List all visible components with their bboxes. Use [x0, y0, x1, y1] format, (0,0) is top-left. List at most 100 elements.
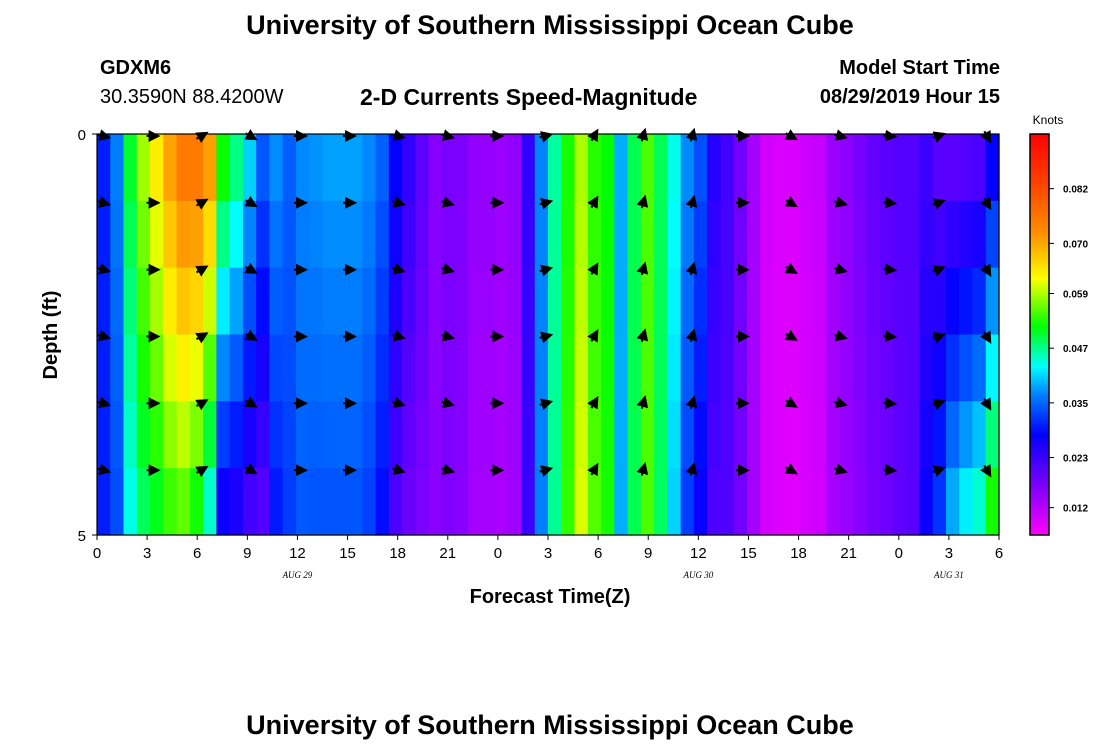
heatmap-cell: [256, 334, 271, 402]
heatmap-cell: [945, 334, 960, 402]
heatmap-cell: [136, 200, 151, 269]
heatmap-cell: [508, 134, 523, 202]
current-arrow: [195, 265, 209, 277]
heatmap-cell: [826, 267, 841, 336]
heatmap-cell: [534, 334, 549, 402]
heatmap-cell: [322, 468, 337, 536]
heatmap-cell: [548, 134, 562, 202]
heatmap-cell: [388, 200, 403, 269]
heatmap-cell: [335, 401, 350, 469]
heatmap-cell: [163, 267, 178, 336]
heatmap-cell: [746, 334, 761, 402]
heatmap-cell: [388, 401, 403, 469]
heatmap-cell: [601, 334, 615, 402]
current-arrow: [636, 127, 649, 142]
heatmap-cell: [521, 134, 536, 202]
heatmap-cell: [216, 200, 231, 269]
heatmap-cell: [919, 200, 934, 269]
heatmap-cell: [110, 134, 125, 202]
heatmap-cell: [839, 200, 854, 269]
heatmap-cell: [349, 200, 363, 269]
heatmap-cell: [627, 134, 642, 202]
heatmap-cell: [574, 267, 589, 336]
current-arrow: [685, 328, 698, 343]
heatmap-cell: [415, 134, 430, 202]
heatmap-cell: [733, 401, 748, 469]
heatmap-cell: [163, 334, 178, 402]
current-arrow: [685, 395, 698, 409]
heatmap-cell: [189, 200, 204, 269]
heatmap-cell: [972, 334, 987, 402]
heatmap-cell: [773, 401, 788, 469]
heatmap-cell: [919, 334, 934, 402]
heatmap-cell: [481, 468, 496, 536]
heatmap-cell: [521, 267, 536, 336]
heatmap-cell: [627, 267, 642, 336]
heatmap-cell: [402, 200, 416, 269]
heatmap-cell: [561, 267, 576, 336]
heatmap-cell: [494, 267, 509, 336]
heatmap-cell: [985, 334, 1000, 402]
current-arrow: [392, 396, 406, 409]
heatmap-cell: [906, 134, 921, 202]
heatmap-cell: [561, 468, 576, 536]
current-arrow: [834, 329, 848, 342]
heatmap-cell: [229, 334, 244, 402]
heatmap-cell: [494, 468, 509, 536]
heatmap-cell: [746, 200, 761, 269]
heatmap-cell: [693, 267, 708, 336]
current-arrow: [441, 329, 456, 342]
heatmap-cell: [256, 468, 271, 536]
heatmap-cell: [441, 200, 456, 269]
colorbar: [1029, 133, 1050, 536]
heatmap-cell: [945, 134, 960, 202]
current-arrow: [195, 399, 209, 411]
x-tick-label: 6: [594, 545, 602, 562]
heatmap-cell: [322, 134, 337, 202]
current-arrow: [539, 398, 554, 411]
heatmap-cell: [455, 267, 470, 336]
heatmap-cell: [269, 267, 284, 336]
heatmap-cell: [309, 267, 324, 336]
current-arrow: [587, 128, 599, 142]
current-arrow: [97, 396, 112, 409]
heatmap-cell: [720, 267, 735, 336]
heatmap-cell: [879, 200, 894, 269]
heatmap-cell: [800, 200, 814, 269]
heatmap-cell: [375, 334, 390, 402]
current-arrow: [883, 330, 898, 343]
x-axis-label: Forecast Time(Z): [470, 586, 631, 608]
heatmap-cell: [402, 401, 416, 469]
heatmap-cell: [826, 134, 841, 202]
heatmap-cell: [707, 200, 722, 269]
current-arrow: [883, 196, 898, 209]
heatmap-cell: [906, 267, 921, 336]
current-arrow: [883, 397, 898, 410]
heatmap-cell: [256, 134, 271, 202]
heatmap-cell: [242, 401, 257, 469]
heatmap-cell: [189, 334, 204, 402]
heatmap-cell: [375, 134, 390, 202]
heatmap-cell: [494, 200, 509, 269]
current-arrow: [392, 196, 406, 208]
heatmap-cell: [587, 267, 602, 336]
heatmap-cell: [733, 134, 748, 202]
current-arrow: [244, 396, 258, 408]
heatmap-cell: [97, 334, 111, 402]
heatmap-cell: [282, 468, 297, 536]
current-arrow: [784, 463, 798, 475]
heatmap-cell: [985, 468, 1000, 536]
heatmap-cell: [455, 200, 470, 269]
x-tick-label: 21: [840, 545, 857, 562]
heatmap-cell: [614, 134, 629, 202]
heatmap-cell: [216, 401, 231, 469]
x-axis-ticks: 0 3 6 9 12 15 18 21 0 3 6 9 12 15 18 21 0 3 6 AUG 29 AUG 30 A…: [93, 535, 1003, 580]
colorbar-unit: Knots: [1033, 113, 1064, 127]
heatmap-cell: [455, 334, 470, 402]
heatmap-cell: [441, 334, 456, 402]
current-arrow: [636, 194, 649, 209]
heatmap-cell: [428, 334, 443, 402]
heatmap-cell: [640, 200, 655, 269]
heatmap-cell: [654, 401, 668, 469]
heatmap-cell: [242, 200, 257, 269]
